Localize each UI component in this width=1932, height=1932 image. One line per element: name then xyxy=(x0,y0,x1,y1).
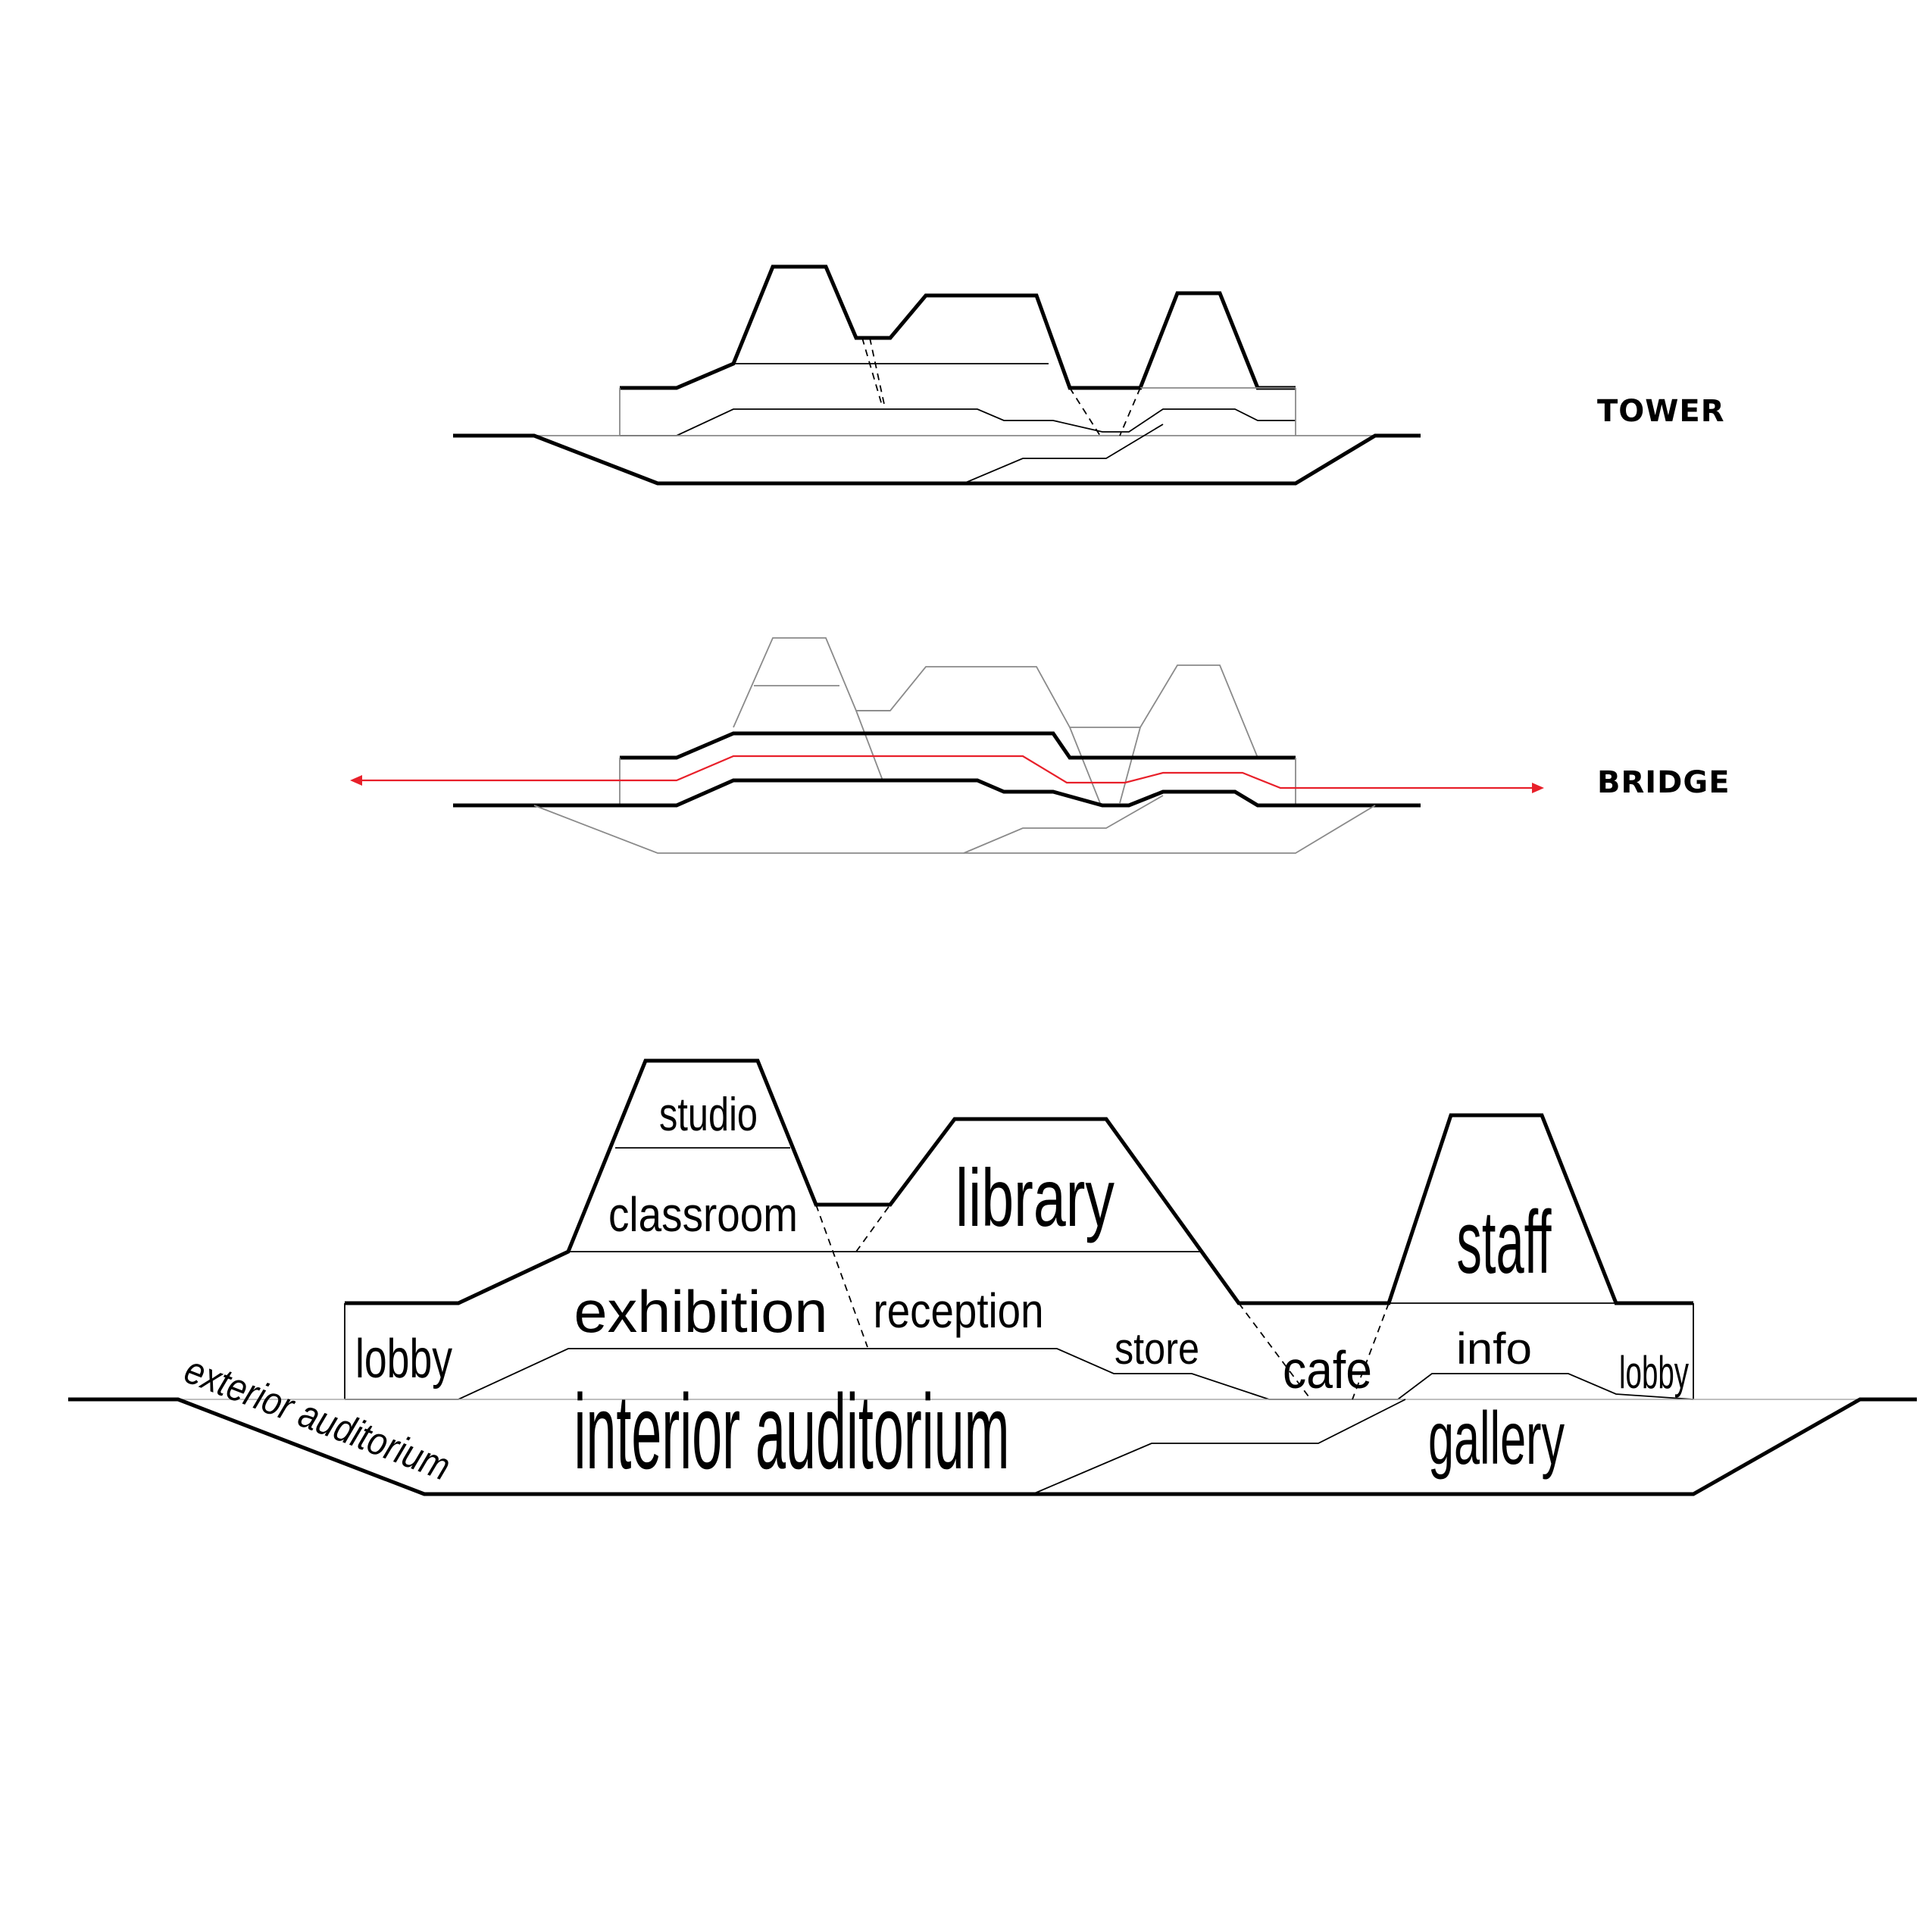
program-dashed-link-c xyxy=(1238,1302,1311,1400)
tower-ground-line xyxy=(453,433,1421,486)
bridge-ghost-diag-c xyxy=(1119,727,1141,804)
bridge-diagram: BRIDGE xyxy=(350,637,1730,854)
tower-ramp xyxy=(963,424,1164,484)
bridge-ghost-roofline xyxy=(733,637,1258,758)
bridge-ghost-basement xyxy=(533,805,1376,854)
program-dashed-link-d xyxy=(1352,1302,1390,1400)
tower-ground-floor xyxy=(620,408,1296,436)
bridge-ground-floor xyxy=(453,778,1421,808)
room-label-interior-auditorium: interior auditorium xyxy=(574,1372,1010,1491)
room-label-library: library xyxy=(955,1152,1114,1243)
room-label-studio: studio xyxy=(659,1089,758,1141)
bridge-arrow-right-icon xyxy=(1532,783,1544,793)
tower-dashed-link-right xyxy=(1069,387,1101,436)
program-diagram: studio classroom library staff exhibitio… xyxy=(68,1058,1917,1496)
bridge-heading: BRIDGE xyxy=(1597,765,1730,800)
program-roofline xyxy=(345,1058,1693,1305)
bridge-deck xyxy=(620,731,1296,760)
tower-diagram: TOWER xyxy=(453,264,1725,486)
program-ground-line xyxy=(68,1397,1917,1496)
room-label-lobby-right: lobby xyxy=(1619,1347,1689,1398)
tower-dashed-link-right-b xyxy=(1119,387,1141,436)
tower-heading: TOWER xyxy=(1597,394,1725,429)
room-label-info: info xyxy=(1456,1324,1532,1374)
bridge-ghost-ramp xyxy=(963,795,1164,854)
program-ground-floor xyxy=(345,1348,1694,1400)
tower-roofline xyxy=(620,264,1296,390)
tower-dashed-link-left xyxy=(869,337,886,408)
room-label-reception: reception xyxy=(874,1283,1044,1338)
room-label-gallery: gallery xyxy=(1428,1396,1565,1480)
bridge-ghost-diag-b xyxy=(1069,727,1101,804)
room-label-cafe: cafe xyxy=(1283,1340,1372,1399)
program-dashed-link-a xyxy=(815,1204,868,1348)
room-label-classroom: classroom xyxy=(608,1187,798,1242)
program-dashed-link-b xyxy=(855,1204,891,1252)
bridge-ghost-diag xyxy=(855,710,883,781)
bridge-circulation-path xyxy=(356,755,1538,789)
bridge-arrow-left-icon xyxy=(350,775,362,786)
tower-dashed-link-left-b xyxy=(861,337,883,408)
room-label-lobby-left: lobby xyxy=(355,1329,452,1390)
room-label-exhibition: exhibition xyxy=(574,1278,828,1345)
room-label-staff: staff xyxy=(1457,1193,1552,1293)
program-basement-ramp xyxy=(1032,1399,1406,1495)
room-label-store: store xyxy=(1114,1324,1199,1374)
